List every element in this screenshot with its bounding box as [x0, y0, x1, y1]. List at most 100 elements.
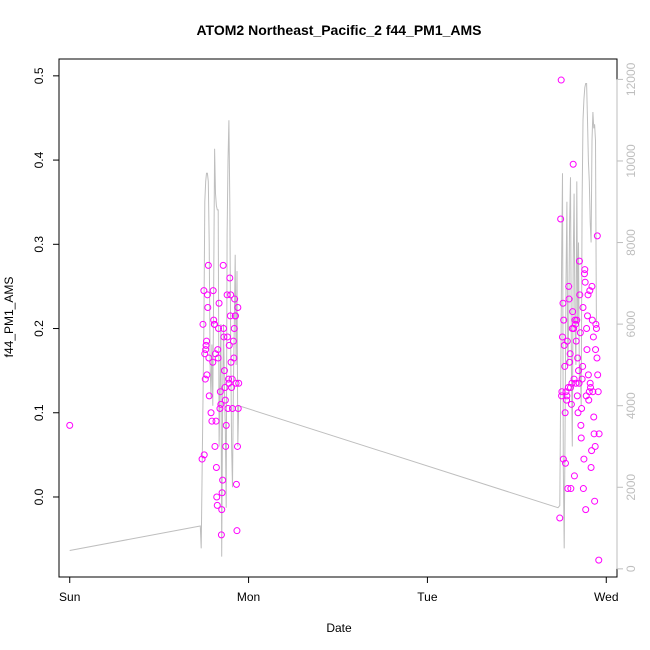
data-point — [205, 392, 213, 400]
data-point — [563, 396, 571, 404]
data-point — [578, 405, 586, 413]
data-point — [211, 442, 219, 450]
y-tick-label: 0.2 — [32, 320, 46, 337]
data-point — [592, 346, 600, 354]
data-point — [219, 476, 227, 484]
data-point — [579, 485, 587, 493]
x-tick-label: Sun — [59, 590, 80, 604]
data-point — [227, 291, 235, 299]
data-point — [218, 506, 226, 514]
data-point — [572, 379, 580, 387]
data-point — [221, 396, 229, 404]
data-point — [203, 337, 211, 345]
data-point — [575, 367, 583, 375]
data-point — [570, 375, 578, 383]
y2-tick-label: 0 — [624, 565, 638, 572]
data-point — [219, 261, 227, 269]
data-point — [213, 493, 221, 501]
data-point — [232, 379, 240, 387]
data-point — [572, 337, 580, 345]
data-point — [66, 421, 74, 429]
data-point — [576, 329, 584, 337]
data-point — [558, 392, 566, 400]
y-tick-label: 0.1 — [32, 404, 46, 421]
y2-tick-label: 2000 — [624, 474, 638, 501]
data-point — [578, 375, 586, 383]
data-point — [574, 354, 582, 362]
data-point — [234, 303, 242, 311]
data-point — [564, 383, 572, 391]
data-point — [204, 261, 212, 269]
data-point — [222, 442, 230, 450]
data-point — [233, 527, 241, 535]
data-point — [579, 362, 587, 370]
x-axis-label: Date — [326, 621, 352, 635]
data-point — [232, 480, 240, 488]
y2-tick-label: 10000 — [624, 144, 638, 178]
data-point — [587, 464, 595, 472]
data-point — [588, 282, 596, 290]
data-point — [592, 320, 600, 328]
data-point — [586, 287, 594, 295]
data-point — [585, 388, 593, 396]
data-point — [583, 346, 591, 354]
data-point — [230, 354, 238, 362]
y2-tick-label: 8000 — [624, 229, 638, 256]
data-point — [567, 400, 575, 408]
data-point — [585, 396, 593, 404]
data-point — [205, 354, 213, 362]
x-tick-label: Tue — [417, 590, 438, 604]
data-point — [226, 274, 234, 282]
data-point — [216, 388, 224, 396]
data-point — [580, 455, 588, 463]
data-point — [560, 316, 568, 324]
data-point — [579, 303, 587, 311]
data-point — [595, 430, 603, 438]
y-tick-label: 0.5 — [32, 67, 46, 84]
data-point — [591, 442, 599, 450]
data-point — [577, 421, 585, 429]
data-point — [582, 506, 590, 514]
data-point — [567, 383, 574, 391]
data-point — [561, 362, 569, 370]
y-tick-label: 0.3 — [32, 236, 46, 253]
data-point — [218, 489, 226, 497]
data-point — [570, 325, 578, 333]
data-point — [557, 76, 565, 84]
data-point — [201, 375, 209, 383]
data-point — [576, 291, 584, 299]
data-point — [591, 497, 599, 505]
data-point — [228, 405, 236, 413]
data-point — [231, 295, 239, 303]
data-point — [235, 379, 243, 387]
data-point — [595, 556, 603, 564]
data-point — [590, 413, 598, 421]
data-point — [200, 287, 208, 295]
data-point — [589, 333, 597, 341]
data-point — [209, 287, 217, 295]
plot-area: Sun Mon Tue Wed 0.0 0.1 0.2 0.3 0.4 0.5 0 2000 4000 6… — [32, 58, 638, 604]
data-point — [203, 371, 211, 379]
data-point — [558, 333, 566, 341]
data-point — [569, 160, 577, 168]
data-point — [588, 316, 596, 324]
data-point — [224, 405, 232, 413]
data-point — [583, 312, 591, 320]
data-point — [199, 320, 207, 328]
data-point — [214, 346, 222, 354]
data-point — [581, 278, 589, 286]
data-point — [563, 337, 571, 345]
data-point — [207, 409, 215, 417]
data-point — [573, 392, 581, 400]
data-point — [208, 417, 216, 425]
data-point — [222, 421, 230, 429]
data-point — [581, 266, 589, 274]
data-point — [213, 501, 221, 509]
y-tick-label: 0.0 — [32, 488, 46, 505]
data-point — [567, 485, 575, 493]
data-point — [588, 447, 596, 455]
data-point — [556, 514, 564, 522]
data-point — [230, 325, 238, 333]
data-point — [584, 371, 592, 379]
